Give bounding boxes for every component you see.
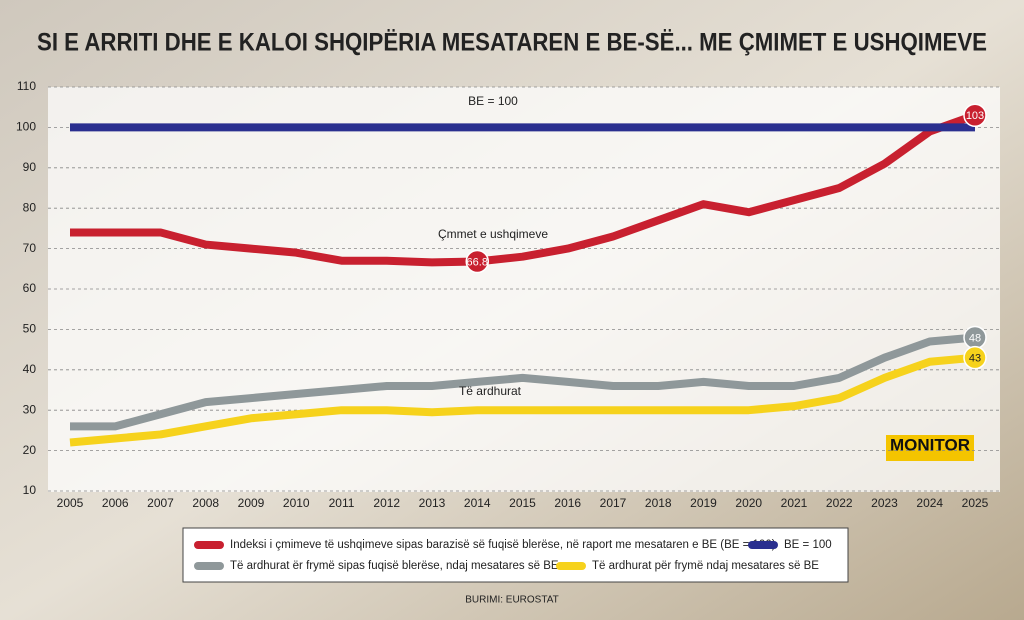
chart-title: SI E ARRITI DHE E KALOI SHQIPËRIA MESATA… [37,29,987,57]
x-tick-label: 2009 [238,496,265,510]
x-tick-label: 2007 [147,496,174,510]
x-tick-label: 2021 [781,496,808,510]
x-tick-label: 2016 [554,496,581,510]
line-annotation: Çmmet e ushqimeve [438,227,548,241]
y-tick-label: 90 [23,160,37,174]
x-tick-label: 2014 [464,496,491,510]
x-tick-label: 2020 [735,496,762,510]
value-badge [963,345,987,370]
value-label: 43 [969,353,981,365]
logo: MONITOR [890,435,970,454]
x-tick-label: 2023 [871,496,898,510]
x-tick-label: 2024 [916,496,943,510]
x-tick-label: 2025 [962,496,989,510]
x-tick-label: 2011 [329,496,355,510]
logo-box [886,435,974,461]
value-badge [963,103,987,128]
x-tick-label: 2022 [826,496,853,510]
series-line [70,333,976,431]
line-annotation: BE = 100 [468,94,518,108]
value-label: 103 [966,110,984,122]
y-tick-label: 110 [17,79,36,93]
legend-label: Të ardhurat për frymë ndaj mesatares së … [592,560,819,572]
y-tick-label: 100 [16,120,36,134]
series-line [69,353,976,447]
x-tick-label: 2017 [600,496,627,510]
y-tick-label: 50 [23,322,37,336]
y-tick-label: 80 [23,200,37,214]
y-tick-label: 30 [23,402,37,416]
legend-label: BE = 100 [784,539,832,551]
line-annotation: Të ardhurat [459,384,522,398]
x-tick-label: 2010 [283,496,310,510]
x-tick-label: 2006 [102,496,129,510]
value-badge [465,249,489,274]
legend-box [182,527,849,583]
x-tick-label: 2018 [645,496,672,510]
legend-label: Indeksi i çmimeve të ushqimeve sipas bar… [230,539,776,551]
y-tick-label: 70 [23,241,37,255]
y-tick-label: 40 [23,362,37,376]
y-tick-label: 60 [23,281,37,295]
source: BURIMI: EUROSTAT [465,595,559,606]
x-tick-label: 2019 [690,496,717,510]
value-label: 66.8 [467,256,488,268]
series-line [70,111,977,267]
value-label: 48 [969,332,981,344]
legend-label: Të ardhurat ër frymë sipas fuqisë blerës… [230,560,559,572]
x-tick-label: 2008 [192,496,219,510]
x-tick-label: 2012 [373,496,400,510]
y-tick-label: 10 [23,483,37,497]
x-tick-label: 2005 [57,496,84,510]
y-tick-label: 20 [23,443,37,457]
x-tick-label: 2013 [419,496,446,510]
x-tick-label: 2015 [509,496,536,510]
